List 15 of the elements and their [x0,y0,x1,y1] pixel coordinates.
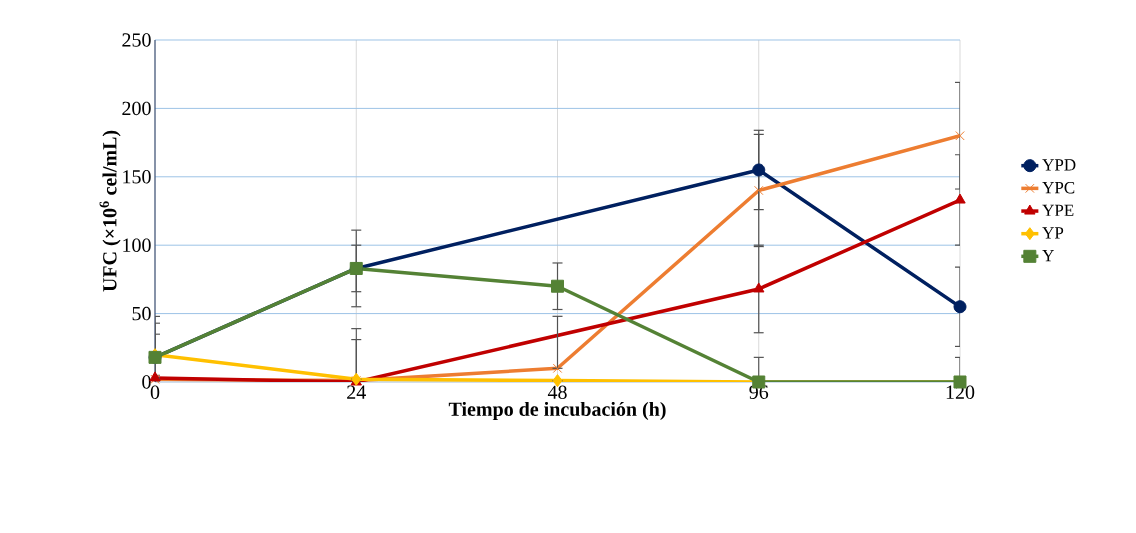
legend-label: YPE [1042,204,1074,216]
y-tick-label: 100 [123,238,151,252]
x-tick-label: 24 [347,385,366,399]
y-tick-label: 150 [123,170,151,184]
y-axis-title: UFC (×10$^{6}$ cel/mL) [99,130,121,292]
legend-label: Y [1042,250,1054,262]
y-tick-label: 50 [132,306,151,321]
y-tick-label: 200 [122,101,151,116]
legend-label: YPC [1042,181,1075,194]
y-tick-label: 250 [122,33,151,47]
x-tick-label: 48 [547,385,567,400]
legend-label: YP [1042,227,1064,239]
legend-label: YPD [1042,159,1076,171]
x-axis-title: Tiempo de incubación (h) [448,401,666,421]
y-tick-label: 0 [142,375,151,389]
